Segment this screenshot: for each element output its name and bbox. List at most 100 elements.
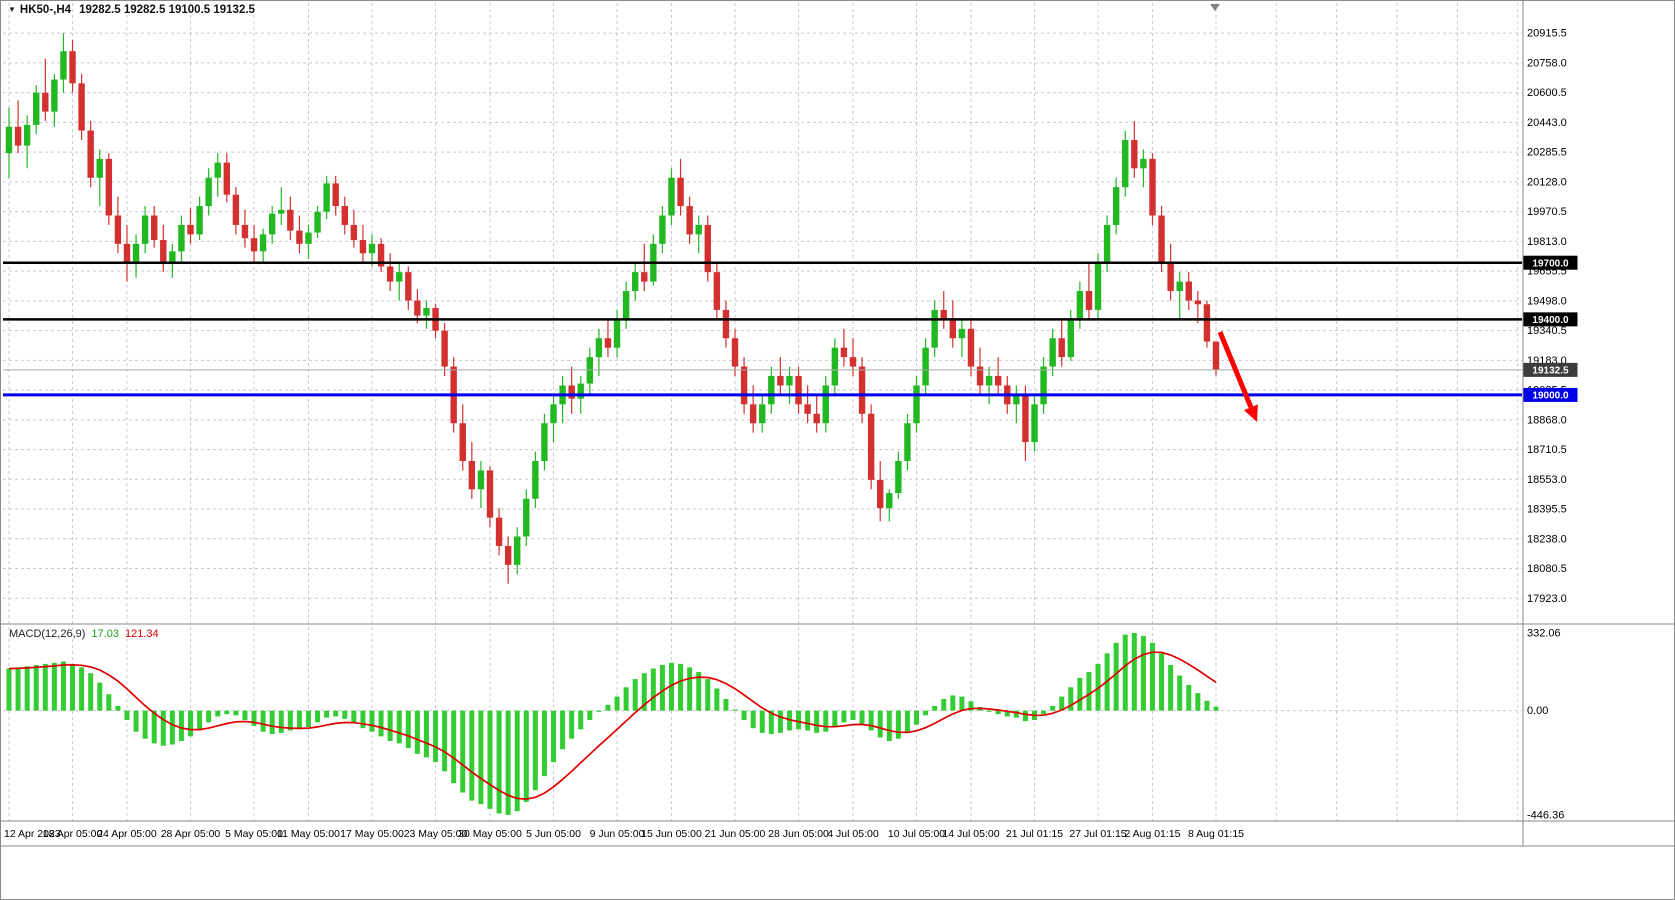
candle-body (985, 376, 993, 386)
candle-body (359, 240, 367, 254)
candle-body (78, 83, 85, 131)
candle-body (786, 376, 793, 386)
candle-body (414, 300, 421, 316)
candle-body (1013, 394, 1020, 405)
time-axis-label: 21 Jun 05:00 (705, 828, 766, 840)
candle-body (187, 224, 194, 235)
candle-body (341, 206, 348, 225)
candle-body (223, 162, 231, 195)
candle-body (749, 404, 757, 424)
price-badge-label: 19700.0 (1532, 259, 1569, 270)
time-axis-label: 28 Jun 05:00 (768, 828, 829, 840)
candle-body (368, 243, 376, 254)
candle-body (831, 347, 839, 386)
time-axis-label: 2 Aug 01:15 (1124, 828, 1180, 840)
candle-body (1176, 281, 1183, 292)
candle-body (840, 347, 848, 358)
candle-body (822, 385, 829, 424)
price-badge (1523, 362, 1578, 377)
candle-body (1140, 158, 1147, 169)
candle-body (1167, 262, 1174, 292)
macd-axis-label: 332.06 (1527, 628, 1561, 640)
symbol-dropdown-icon[interactable]: ▼ (8, 5, 16, 14)
price-axis-label: 19498.0 (1527, 295, 1567, 307)
candle-body (141, 215, 149, 244)
candle-body (686, 206, 693, 235)
candle-body (477, 470, 485, 490)
candle-body (795, 376, 802, 405)
macd-signal-value: 121.34 (124, 628, 159, 640)
candle-body (33, 92, 40, 125)
candle-body (613, 319, 621, 348)
candle-body (278, 209, 285, 214)
candle-body (314, 211, 321, 233)
candle-body (622, 291, 630, 320)
price-axis-label: 17923.0 (1527, 593, 1567, 605)
candle-body (523, 498, 530, 537)
down-arrow-annotation[interactable] (1217, 331, 1254, 409)
candle-body (858, 366, 866, 414)
candle-body (668, 177, 675, 216)
candle-body (595, 338, 603, 358)
candle-body (386, 266, 394, 282)
macd-main-value: 17.03 (91, 628, 119, 640)
time-axis-label: 18 Apr 05:00 (43, 828, 103, 840)
candle-body (1049, 338, 1056, 367)
price-axis-label: 20600.5 (1527, 87, 1567, 99)
time-axis-label: 28 Apr 05:00 (161, 828, 221, 840)
candle-body (132, 243, 140, 263)
macd-name: MACD(12,26,9) (9, 628, 86, 640)
candle-body (913, 385, 920, 424)
candle-body (1031, 404, 1038, 443)
candle-body (568, 385, 575, 399)
price-axis-label: 18080.5 (1527, 563, 1567, 575)
candle-body (250, 238, 258, 252)
price-badge-label: 19132.5 (1532, 366, 1569, 377)
candle-body (486, 470, 494, 518)
candle-body (849, 357, 857, 367)
candle-body (5, 126, 13, 154)
candle-body (241, 224, 249, 239)
time-axis-label: 23 May 05:00 (404, 828, 468, 840)
macd-axis-label: 0.00 (1527, 705, 1548, 717)
candle-body (813, 413, 820, 424)
price-badge-label: 19000.0 (1532, 391, 1569, 402)
candle-body (886, 493, 893, 509)
time-axis-label: 24 Apr 05:00 (97, 828, 157, 840)
ohlc-values: 19282.5 19282.5 19100.5 19132.5 (79, 4, 255, 16)
candle-body (922, 347, 929, 386)
candle-body (1058, 338, 1065, 358)
candle-body (468, 460, 476, 490)
price-badge (1523, 255, 1578, 270)
candle-body (69, 51, 76, 84)
candle-body (160, 240, 167, 263)
candle-body (214, 162, 221, 178)
price-badge (1523, 312, 1578, 327)
candle-body (1022, 394, 1029, 443)
chart-title: ▼ HK50-,H4 19282.5 19282.5 19100.5 19132.5 (8, 4, 255, 16)
candle-body (604, 338, 612, 348)
candle-body (704, 224, 711, 273)
time-axis-label: 14 Jul 05:00 (942, 828, 999, 840)
candle-body (958, 328, 966, 339)
chart-shift-marker-icon[interactable] (1210, 4, 1220, 11)
down-arrow-annotation-head[interactable] (1244, 404, 1258, 422)
price-axis-label: 20758.0 (1527, 57, 1567, 69)
candle-body (1103, 224, 1111, 263)
price-axis-label: 19340.5 (1527, 325, 1567, 337)
time-axis-label: 21 Jul 01:15 (1006, 828, 1063, 840)
candle-body (1203, 304, 1211, 342)
time-axis-label: 30 May 05:00 (458, 828, 522, 840)
candle-body (1185, 281, 1192, 301)
candle-body (296, 230, 303, 244)
candle-body (459, 423, 466, 461)
price-axis-label: 18553.0 (1527, 474, 1567, 486)
time-axis-label: 9 Jun 05:00 (590, 828, 645, 840)
candle-body (268, 213, 276, 235)
candle-body (196, 206, 203, 235)
candle-body (804, 404, 811, 414)
price-badge (1523, 387, 1578, 402)
candle-body (350, 224, 358, 241)
